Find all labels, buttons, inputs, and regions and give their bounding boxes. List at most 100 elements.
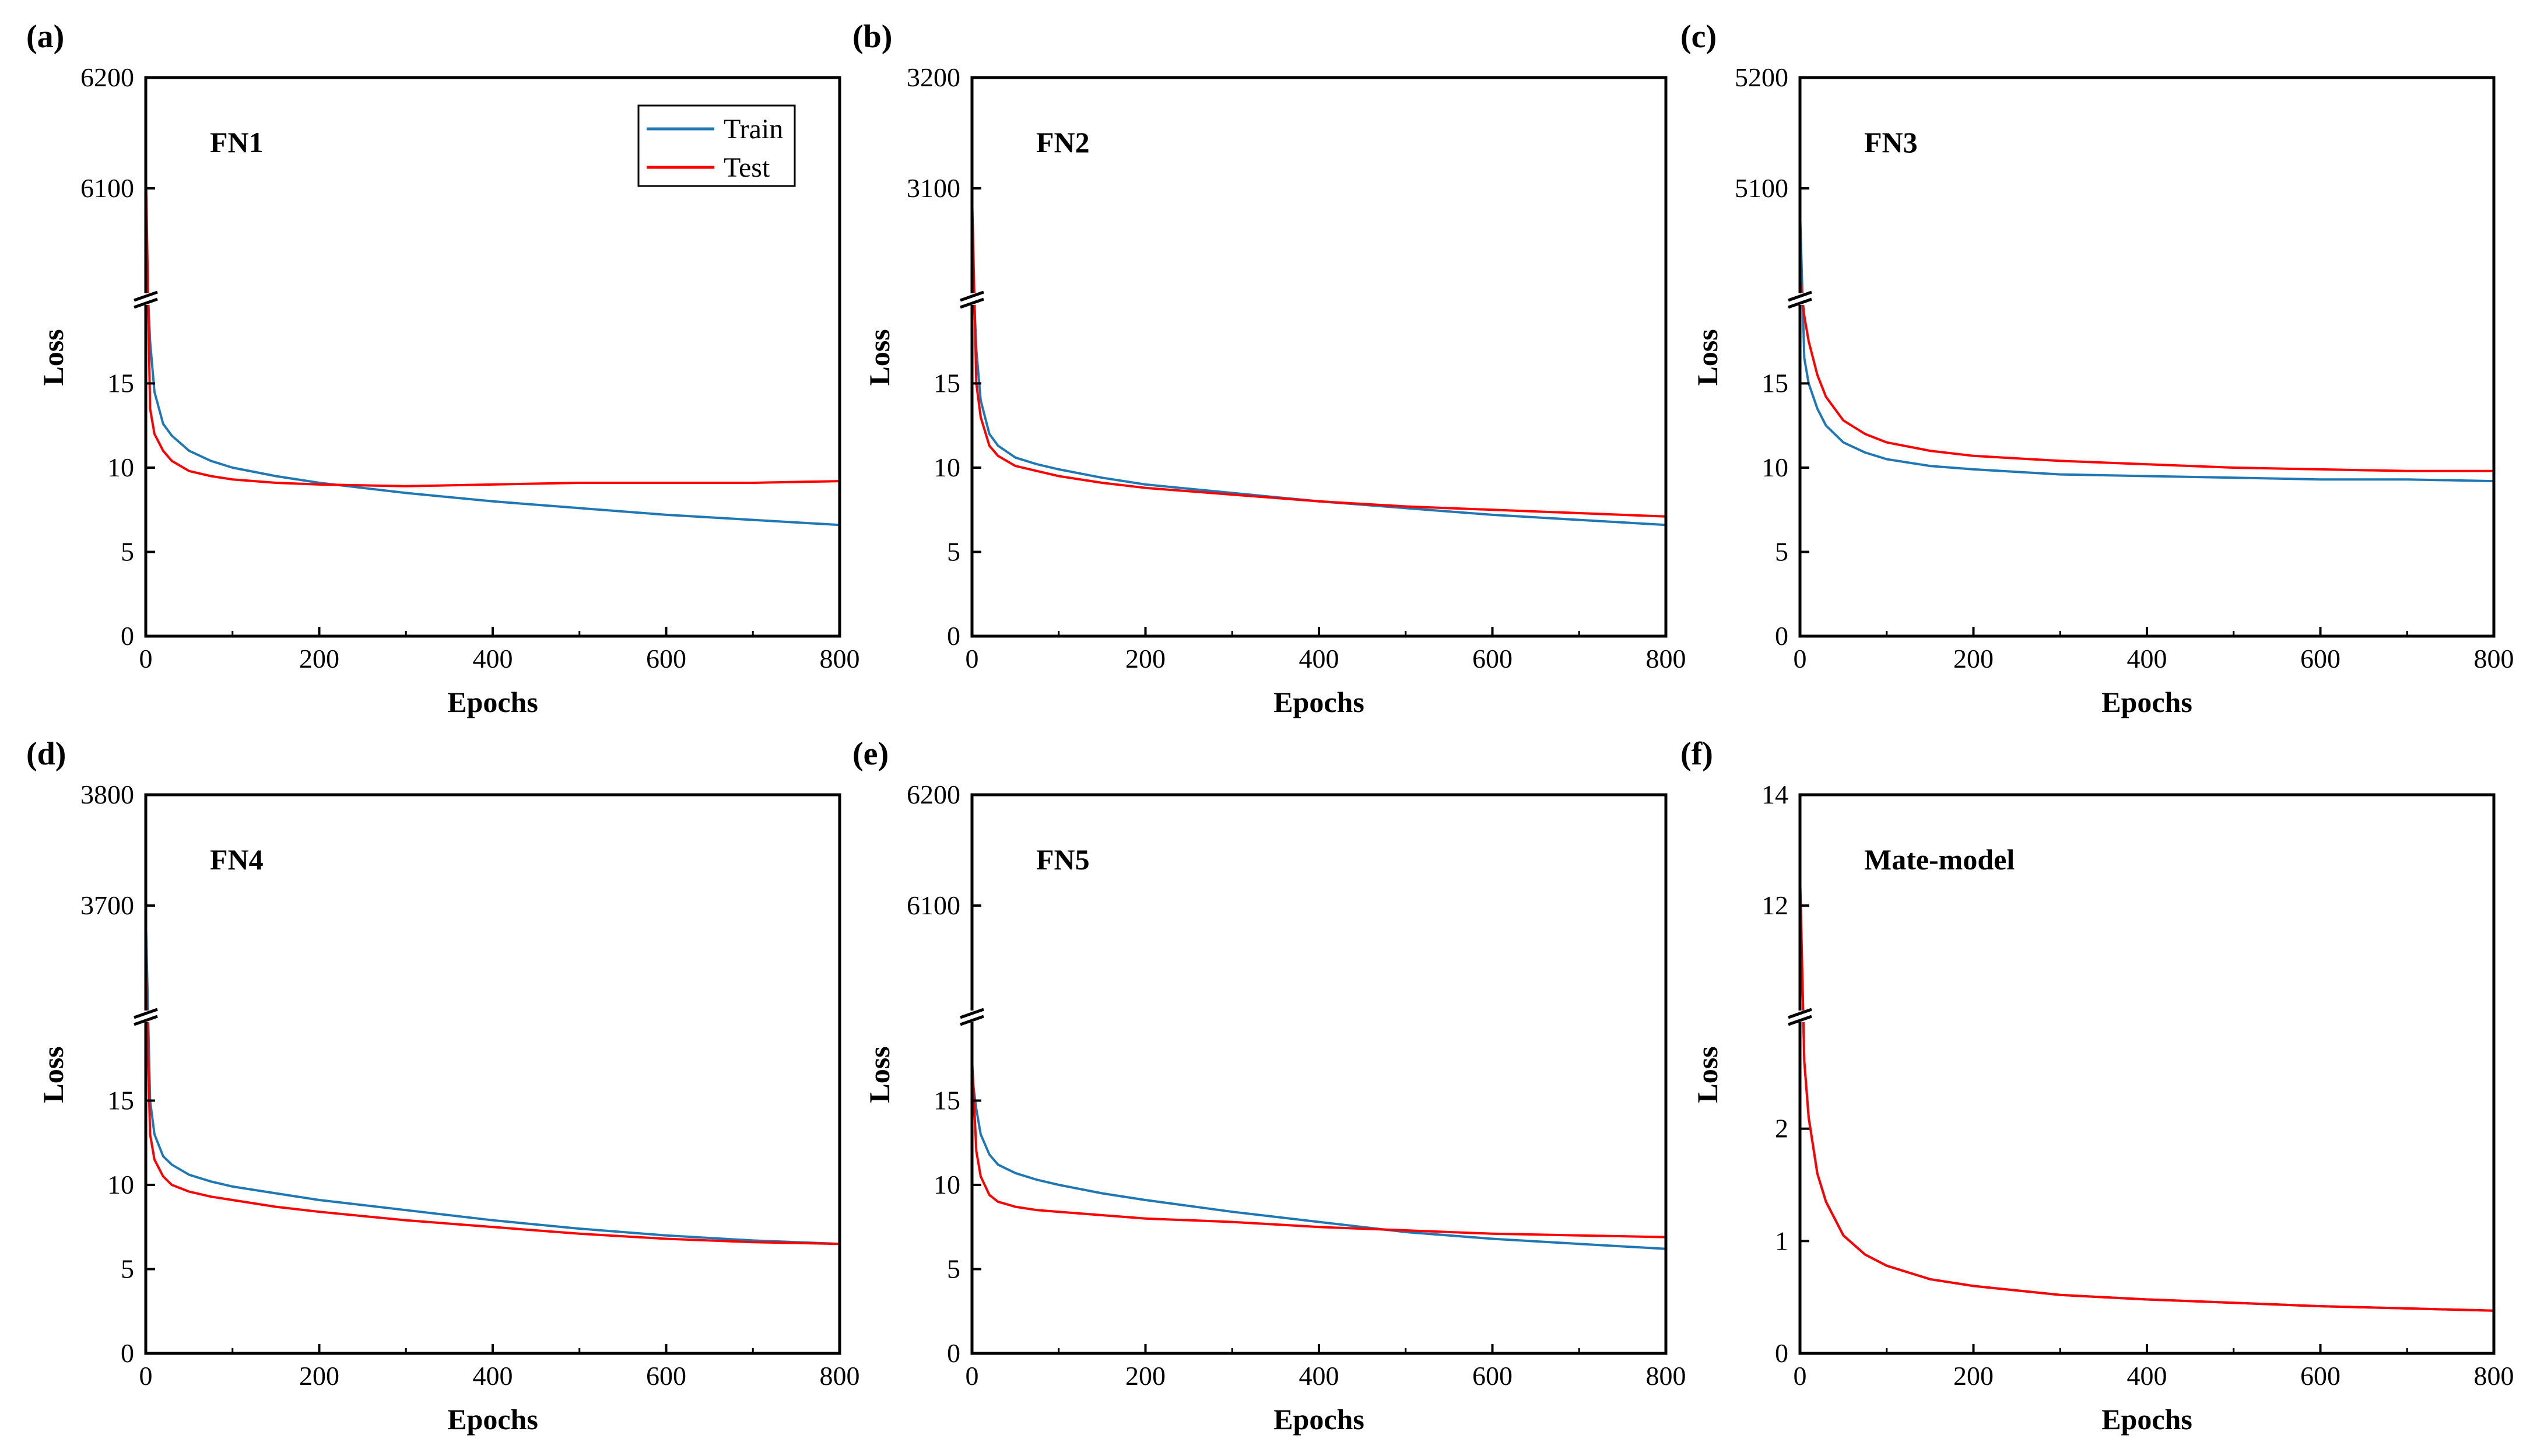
y-tick-label: 5 (121, 537, 134, 567)
x-axis-label: Epochs (1273, 686, 1364, 718)
chart-panel-f: 0 200 400 600 8000121214EpochsLoss(f)Mate-mo… (1680, 736, 2514, 1436)
x-tick-label: 800 (1646, 1361, 1686, 1391)
x-tick-label: 400 (2127, 1361, 2167, 1391)
y-tick-label: 0 (121, 621, 134, 651)
y-tick-label: 14 (1761, 780, 1788, 809)
legend-label-test: Test (724, 152, 770, 183)
legend: Train Test (637, 104, 796, 187)
x-tick-label: 200 (299, 1361, 339, 1391)
chart-panel-e: 0 200 400 600 800 0 5 10 15 6100 6200 Epochs Loss (e)… (852, 736, 1686, 1436)
y-axis-label: Loss (863, 329, 896, 385)
x-tick-label: 800 (820, 644, 860, 673)
x-tick-label: 400 (1299, 644, 1339, 673)
y-tick-label: 5 (1775, 537, 1788, 567)
series-line-test (1799, 872, 2494, 1312)
x-tick-label: 0 (1794, 1361, 1807, 1391)
y-tick-label: 5 (947, 1254, 960, 1284)
y-tick-label: 10 (107, 1170, 134, 1199)
x-axis-label: Epochs (1273, 1403, 1364, 1436)
y-tick-label: 5 (121, 1254, 134, 1284)
series-line-test (1799, 276, 2494, 472)
chart-panel-d: 0 200 400 600 800 0 5 10 15 3700 3800 Epochs Loss (d)… (26, 736, 860, 1436)
axis-break-mark (959, 290, 985, 309)
plot-frame (1798, 793, 2496, 1355)
x-tick-label: 0 (1794, 644, 1807, 673)
x-tick-label: 600 (646, 1361, 686, 1391)
plot-frame (1798, 76, 2496, 638)
x-tick-label: 800 (1646, 644, 1686, 673)
panel-label: (b) (852, 19, 892, 55)
y-tick-label: 15 (1761, 369, 1788, 398)
y-tick-label: 12 (1761, 890, 1788, 920)
y-tick-label: 15 (934, 1086, 960, 1115)
x-tick-label: 800 (2474, 644, 2514, 673)
x-tick-label: 200 (1125, 644, 1166, 673)
y-tick-label: 0 (1775, 621, 1788, 651)
series-line-train (145, 243, 840, 527)
x-tick-label: 600 (1472, 1361, 1513, 1391)
y-tick-label: 3100 (907, 173, 960, 203)
y-tick-label: 5 (947, 537, 960, 567)
y-tick-label: 10 (934, 1170, 960, 1199)
y-tick-label: 0 (121, 1338, 134, 1368)
y-tick-label: 3800 (80, 780, 134, 809)
series-line-train (1799, 878, 2494, 1312)
plot-frame (144, 793, 841, 1355)
series-line-test (971, 194, 1666, 518)
x-tick-label: 800 (2474, 1361, 2514, 1391)
x-tick-label: 600 (1472, 644, 1513, 673)
series-line-train (971, 243, 1666, 527)
y-tick-label: 0 (1775, 1338, 1788, 1368)
x-tick-label: 0 (966, 1361, 979, 1391)
y-axis-label: Loss (37, 329, 69, 385)
y-tick-label: 3200 (907, 62, 960, 92)
x-tick-label: 400 (2127, 644, 2167, 673)
x-tick-label: 200 (1953, 644, 1994, 673)
x-tick-label: 400 (473, 1361, 513, 1391)
panel-title: FN2 (1036, 126, 1090, 159)
x-axis-label: Epochs (2101, 1403, 2192, 1436)
y-tick-label: 3700 (80, 890, 134, 920)
panel-title: Mate-model (1864, 843, 2015, 876)
x-tick-label: 400 (473, 644, 513, 673)
panel-label: (c) (1680, 19, 1717, 55)
x-tick-label: 0 (139, 1361, 153, 1391)
x-tick-label: 600 (2300, 1361, 2340, 1391)
y-tick-label: 5100 (1735, 173, 1788, 203)
panel-label: (d) (26, 736, 66, 772)
y-tick-label: 5200 (1735, 62, 1788, 92)
y-tick-label: 6200 (80, 62, 134, 92)
x-tick-label: 600 (646, 644, 686, 673)
x-axis-label: Epochs (447, 1403, 538, 1436)
y-tick-label: 10 (107, 452, 134, 482)
axis-break-mark (133, 1008, 159, 1026)
panel-label: (e) (852, 736, 889, 772)
x-tick-label: 600 (2300, 644, 2340, 673)
y-tick-label: 6200 (907, 780, 960, 809)
x-tick-label: 0 (966, 644, 979, 673)
y-tick-label: 1 (1775, 1226, 1788, 1255)
panel-title: FN5 (1036, 843, 1090, 876)
x-axis-label: Epochs (2101, 686, 2192, 718)
y-tick-label: 10 (934, 452, 960, 482)
series-line-train (145, 916, 840, 1246)
legend-box (637, 104, 796, 187)
x-tick-label: 200 (299, 644, 339, 673)
x-tick-label: 0 (139, 644, 153, 673)
panel-label: (f) (1680, 736, 1713, 772)
series-line-test (145, 166, 840, 487)
y-tick-label: 6100 (80, 173, 134, 203)
series-line-test (145, 960, 840, 1246)
y-tick-label: 15 (934, 369, 960, 398)
y-tick-label: 0 (947, 621, 960, 651)
series-line-train (1799, 210, 2494, 483)
x-axis-label: Epochs (447, 686, 538, 718)
axis-break-mark (133, 290, 159, 309)
panel-title: FN1 (210, 126, 264, 159)
x-tick-label: 200 (1953, 1361, 1994, 1391)
panel-title: FN3 (1864, 126, 1918, 159)
y-tick-label: 15 (107, 369, 134, 398)
y-tick-label: 0 (947, 1338, 960, 1368)
y-axis-label: Loss (863, 1046, 896, 1103)
chart-panel-b: 0 200 400 600 800 0 5 10 15 3100 3200 Epochs Loss (b)… (852, 19, 1686, 718)
